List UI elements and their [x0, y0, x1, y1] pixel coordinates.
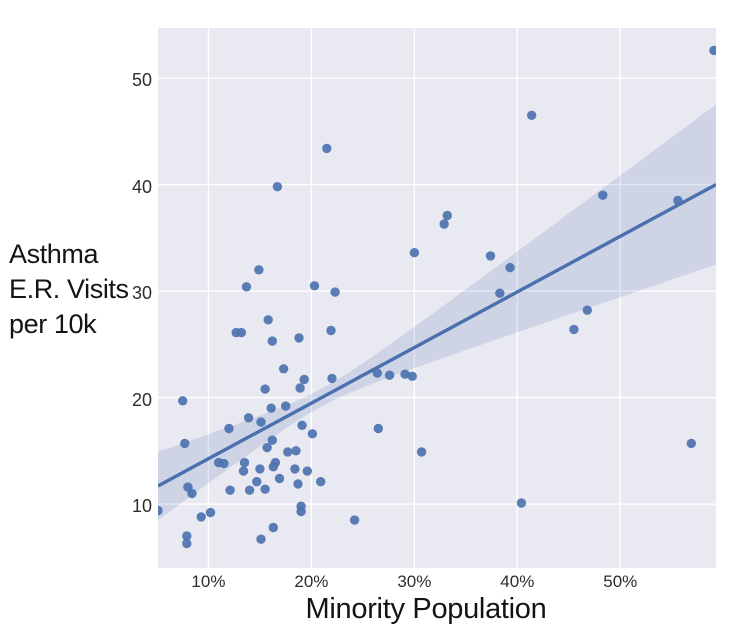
scatter-point: [205, 507, 216, 518]
x-tick-label: 20%: [294, 572, 329, 591]
x-tick-label: 30%: [397, 572, 432, 591]
scatter-point: [686, 438, 696, 449]
confidence-band: [158, 104, 716, 521]
scatter-point: [224, 423, 234, 434]
scatter-point: [252, 477, 262, 487]
scatter-point: [296, 506, 306, 517]
scatter-point: [505, 262, 515, 273]
scatter-point: [281, 401, 291, 411]
y-tick-label: 10: [131, 496, 152, 517]
scatter-point: [516, 498, 527, 508]
scatter-point: [330, 287, 340, 297]
scatter-point: [182, 531, 192, 541]
x-tick-label: 50%: [603, 572, 638, 591]
scatter-point: [178, 396, 188, 406]
y-tick-label: 50: [131, 70, 152, 91]
scatter-point: [260, 484, 270, 494]
scatter-point: [673, 195, 683, 206]
scatter-point: [327, 373, 337, 384]
scatter-point: [260, 384, 270, 394]
scatter-point: [299, 374, 309, 385]
scatter-point: [485, 251, 496, 261]
scatter-point: [407, 371, 417, 381]
scatter-point: [239, 457, 250, 468]
scatter-point: [241, 282, 252, 292]
scatter-point: [272, 182, 283, 192]
scatter-point: [238, 466, 249, 476]
x-tick-label: 10%: [191, 572, 226, 591]
scatter-point: [400, 369, 410, 379]
scatter-point: [293, 479, 303, 489]
scatter-point: [372, 368, 382, 378]
scatter-point: [349, 515, 360, 525]
scatter-point: [384, 370, 395, 380]
scatter-point: [283, 447, 293, 457]
scatter-point: [322, 143, 332, 154]
scatter-point: [569, 324, 579, 335]
scatter-point: [263, 315, 273, 325]
y-tick-label: 30: [131, 283, 152, 304]
scatter-point: [373, 423, 383, 434]
scatter-point: [158, 505, 163, 516]
scatter-point: [495, 288, 505, 298]
scatter-point: [187, 488, 197, 499]
scatter-point: [527, 110, 537, 121]
scatter-point: [290, 464, 300, 474]
x-axis-title: Minority Population: [305, 593, 547, 625]
scatter-point: [219, 458, 229, 469]
y-axis-title: Asthma E.R. Visits per 10k: [9, 237, 129, 342]
scatter-point: [582, 305, 592, 315]
scatter-point: [309, 281, 320, 291]
scatter-point: [294, 333, 304, 343]
scatter-point: [236, 327, 247, 338]
scatter-point: [416, 447, 427, 457]
scatter-point: [295, 383, 305, 393]
scatter-point: [243, 413, 254, 423]
scatter-point: [439, 219, 449, 229]
y-axis-title-line3: per 10k: [9, 309, 97, 339]
y-axis-title-line1: Asthma: [9, 239, 99, 269]
scatter-point: [442, 210, 452, 221]
scatter-point: [302, 466, 312, 476]
scatter-point: [297, 420, 307, 430]
scatter-point: [266, 403, 276, 413]
scatter-point: [255, 464, 265, 474]
scatter-point: [326, 325, 336, 336]
scatter-point: [316, 477, 326, 487]
x-tick-label: 40%: [500, 572, 535, 591]
plot-area: [158, 28, 716, 568]
scatter-point: [225, 485, 235, 495]
scatter-point: [262, 442, 272, 453]
scatter-point: [256, 534, 266, 544]
y-tick-label: 40: [131, 176, 152, 197]
scatter-point: [709, 45, 716, 56]
scatter-point: [244, 485, 255, 495]
scatter-point: [267, 336, 277, 346]
scatter-point: [278, 364, 289, 374]
y-tick-label: 20: [131, 389, 152, 410]
scatter-point: [196, 512, 206, 522]
scatter-point: [274, 473, 285, 484]
scatter-point: [267, 435, 277, 445]
plot-background: [158, 28, 716, 568]
scatter-point: [409, 248, 420, 258]
scatter-point: [598, 190, 608, 200]
scatter-point: [182, 538, 192, 549]
scatter-point: [307, 429, 318, 439]
scatter-point: [254, 265, 264, 275]
y-axis-title-line2: E.R. Visits: [9, 274, 129, 304]
trend-line: [158, 183, 716, 488]
scatter-point: [180, 438, 190, 449]
scatter-point: [256, 417, 266, 427]
scatter-point: [291, 446, 301, 456]
scatter-point: [268, 522, 278, 533]
scatter-point: [268, 462, 278, 472]
